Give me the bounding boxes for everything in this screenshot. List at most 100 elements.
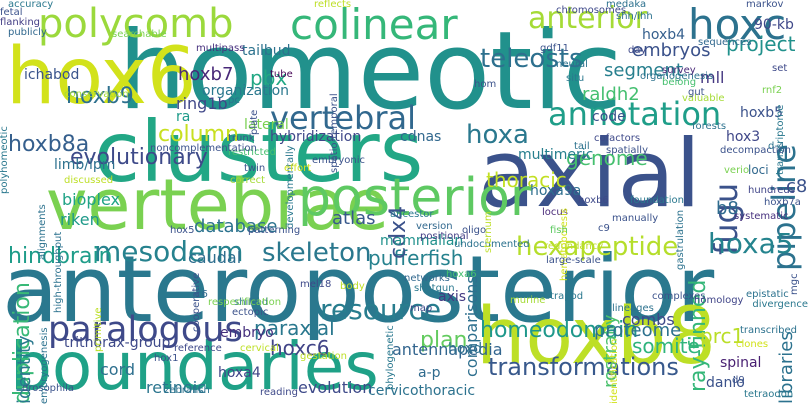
word-plan: plan	[420, 328, 468, 353]
word-ring1b: ring1b	[176, 94, 228, 113]
word-axial: axial	[478, 120, 702, 229]
word-loci: loci	[748, 163, 769, 177]
word-hoxb9: hoxb9	[66, 84, 134, 109]
word-noncomplementation: noncomplementation	[150, 143, 257, 154]
word-axis: axis	[438, 289, 467, 305]
word-discussed: discussed	[64, 175, 114, 186]
word-valuable: valuable	[682, 93, 725, 104]
word-hoxa: hoxa	[466, 120, 529, 150]
word-reference: reference	[174, 343, 222, 354]
word-reading: reading	[260, 387, 298, 398]
word-shh-ihh: shh/ihh	[616, 11, 653, 22]
word-cervical: cervical	[240, 343, 279, 354]
word-anterior: anterior	[528, 1, 647, 36]
word-correct: correct	[230, 175, 266, 186]
word-embryonic: embryonic	[312, 155, 366, 166]
word-identification: identification	[609, 338, 620, 404]
word-fish: fish	[550, 225, 568, 236]
word-hoxa6: hoxa6	[446, 269, 477, 280]
word-retinoic: retinoic	[146, 378, 206, 397]
word-transformations: transformations	[488, 353, 679, 381]
word-mel18: mel18	[300, 279, 332, 290]
word-teleosts: teleosts	[480, 44, 583, 74]
word-polycomb: polycomb	[38, 1, 234, 47]
word-tail: tail	[574, 141, 590, 152]
word-cervicothoracic: cervicothoracic	[368, 383, 476, 399]
word-a-p: a-p	[418, 365, 441, 381]
word-ancestor: ancestor	[390, 209, 434, 220]
word-neural: neural	[556, 59, 588, 70]
word-version: version	[416, 221, 453, 232]
word-effort: effort	[284, 163, 312, 174]
word-map: map	[410, 303, 433, 314]
word-paraxial: paraxial	[254, 316, 335, 340]
word-bioplex: bioplex	[62, 190, 121, 209]
word-hoxb7a: hoxb7a	[764, 197, 801, 208]
word-segment: segment	[604, 60, 683, 81]
word-antennapedia: antennapedia	[392, 340, 503, 359]
word-anteroposterior: anteroposterior	[2, 236, 715, 343]
word-column: column	[158, 122, 239, 147]
word-twin: twin	[244, 163, 266, 174]
word-hox6: hox6	[6, 32, 197, 122]
word-hoxb8a: hoxb8a	[8, 132, 90, 157]
word-mammalian: mammalian	[380, 233, 464, 249]
word-atlas: atlas	[332, 208, 376, 229]
word-genome: genome	[566, 146, 648, 170]
word-networks: networks	[404, 273, 450, 284]
word-boundaries: boundaries	[10, 328, 379, 404]
word-locus: locus	[542, 207, 568, 218]
word-shotgun: shotgun	[414, 283, 455, 294]
word-homeotic: homeotic	[118, 9, 622, 134]
word-forests: forests	[692, 121, 727, 132]
word-combs: combs	[622, 310, 675, 329]
word-posterior: posterior	[298, 168, 532, 228]
word-trunk: trunk	[228, 133, 255, 144]
word-pc: pc	[228, 95, 240, 106]
word-hybridization: hybridization	[270, 129, 362, 145]
word-thoracic: thoracic	[486, 168, 567, 192]
word-plate: plate	[249, 109, 260, 135]
word-vertebrae: vertebrae	[46, 164, 389, 246]
word-conservation: conservation	[64, 89, 129, 100]
word-fetal: fetal	[0, 7, 23, 18]
word-hoxb6: hoxb6	[578, 195, 609, 206]
word-tetraodon: tetraodon	[744, 389, 794, 400]
word-c9: c9	[598, 223, 610, 234]
word-hoxb5: hoxb5	[740, 105, 784, 121]
word-somite: somite	[632, 334, 700, 358]
word-alignments: alignments	[37, 204, 48, 260]
word-code: code	[592, 109, 626, 125]
word-comparisons: comparisons	[462, 275, 481, 377]
word-b8: b8	[716, 198, 739, 219]
word-multipass: multipass	[196, 43, 245, 54]
word-high-throughput: high-throughput	[53, 231, 64, 313]
word-redundancy: redundancy	[544, 241, 604, 252]
word-hundreds: hundreds	[748, 185, 795, 196]
word-limb-lpm: limb/lpm	[54, 157, 116, 173]
word-prc1: prc1	[700, 324, 745, 348]
word-verio: verio	[724, 165, 750, 176]
word-transcribed: transcribed	[740, 325, 797, 336]
word-ectopic: ectopic	[232, 307, 269, 318]
word-project: project	[726, 32, 796, 56]
word-danio: danio	[706, 375, 745, 391]
word-hoxa5: hoxa5	[708, 227, 794, 260]
word-hoxb4: hoxb4	[642, 27, 686, 43]
word-cofactors: cofactors	[594, 133, 641, 144]
word-hexapeptide: hexapeptide	[516, 232, 679, 262]
word-body: body	[340, 281, 365, 292]
word-developmentally: developmentally	[285, 145, 296, 229]
word-hoxb7: hoxb7	[178, 64, 234, 85]
word-gestation: gestation	[300, 351, 347, 362]
word-manually: manually	[612, 213, 659, 224]
word-database: database	[194, 216, 278, 237]
word-hoxb8: hoxb8	[476, 292, 717, 382]
word-divergence: divergence	[752, 299, 808, 310]
word-hoxc6: hoxc6	[270, 336, 330, 360]
word-complexes: complexes	[652, 291, 706, 302]
word-foundation: foundation	[630, 195, 684, 206]
word-rnf2: rnf2	[762, 85, 783, 96]
word-markov: markov	[746, 0, 784, 10]
